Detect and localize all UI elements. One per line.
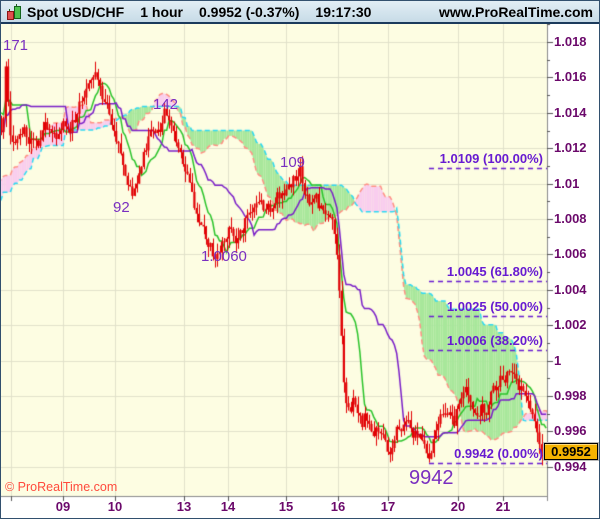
price-annotation: 142 bbox=[153, 96, 179, 113]
last-price-marker: 0.9952 bbox=[544, 443, 598, 460]
y-axis-label: 1 bbox=[554, 352, 562, 368]
copyright-watermark: © ProRealTime.com bbox=[5, 480, 118, 494]
fib-level-label: 1.0045 (61.80%) bbox=[446, 263, 543, 279]
price-chart-canvas[interactable] bbox=[1, 24, 599, 518]
price-annotation: 9942 bbox=[409, 467, 454, 489]
price-annotation: 92 bbox=[113, 199, 130, 216]
x-axis-label: 21 bbox=[495, 499, 511, 514]
y-axis-label: 0.998 bbox=[554, 388, 587, 403]
price-annotation: 109 bbox=[280, 154, 306, 171]
clock-label: 19:17:30 bbox=[315, 3, 372, 20]
y-axis-label: 1.008 bbox=[554, 211, 587, 226]
timeframe-label: 1 hour bbox=[140, 3, 183, 20]
fib-level-label: 1.0006 (38.20%) bbox=[446, 332, 543, 348]
y-axis-label: 1.016 bbox=[554, 69, 587, 85]
price-change-label: 0.9952 (-0.37%) bbox=[199, 3, 300, 20]
price-annotation: 171 bbox=[3, 37, 29, 54]
y-axis-label: 0.996 bbox=[554, 423, 587, 439]
fib-level-label: 1.0025 (50.00%) bbox=[446, 299, 543, 315]
instrument-title: Spot USD/CHF bbox=[27, 3, 125, 20]
x-axis-label: 10 bbox=[107, 499, 123, 514]
x-axis-label: 09 bbox=[55, 499, 71, 514]
fib-level-label: 1.0109 (100.00%) bbox=[439, 150, 543, 166]
y-axis-label: 1.018 bbox=[554, 34, 587, 49]
y-axis-label: 1.006 bbox=[554, 246, 587, 262]
y-axis-label: 1.014 bbox=[554, 104, 587, 120]
chart-region: 1.018 1.016 1.014 1.012 1.01 1.008 1.006 1.004 1… bbox=[1, 24, 599, 518]
header-bar: Spot USD/CHF 1 hour 0.9952 (-0.37%) 19:1… bbox=[1, 1, 599, 24]
x-axis-label: 20 bbox=[450, 499, 466, 514]
y-axis-label: 1.004 bbox=[554, 281, 587, 297]
x-axis-label: 13 bbox=[176, 499, 192, 514]
x-axis-label: 16 bbox=[330, 499, 346, 514]
candlestick-chart-icon bbox=[5, 3, 22, 20]
y-axis-label: 1.002 bbox=[554, 317, 587, 333]
x-axis-label: 17 bbox=[380, 499, 396, 514]
y-axis-label: 0.994 bbox=[554, 458, 587, 474]
fib-level-label: 0.9942 (0.00%) bbox=[454, 446, 543, 462]
price-annotation: 1.0060 bbox=[201, 248, 247, 265]
y-axis-label: 1.012 bbox=[554, 140, 587, 156]
site-url: www.ProRealTime.com bbox=[438, 3, 593, 20]
x-axis-label: 15 bbox=[278, 499, 294, 514]
x-axis-label: 14 bbox=[220, 499, 236, 514]
y-axis-label: 1.01 bbox=[554, 175, 580, 191]
